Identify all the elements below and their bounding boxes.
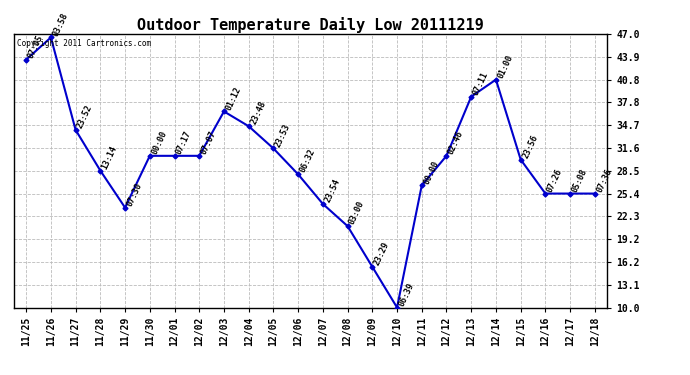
Text: 07:17: 07:17 xyxy=(175,129,193,156)
Text: 07:36: 07:36 xyxy=(595,167,613,194)
Text: 06:32: 06:32 xyxy=(298,148,317,174)
Text: 07:26: 07:26 xyxy=(545,167,564,194)
Text: 00:00: 00:00 xyxy=(150,129,168,156)
Text: 23:56: 23:56 xyxy=(521,133,540,159)
Title: Outdoor Temperature Daily Low 20111219: Outdoor Temperature Daily Low 20111219 xyxy=(137,16,484,33)
Text: 00:00: 00:00 xyxy=(422,159,440,185)
Text: 03:00: 03:00 xyxy=(348,200,366,226)
Text: 01:12: 01:12 xyxy=(224,85,243,111)
Text: 07:05: 07:05 xyxy=(26,33,45,60)
Text: 23:52: 23:52 xyxy=(76,104,95,130)
Text: 13:14: 13:14 xyxy=(100,144,119,171)
Text: 23:48: 23:48 xyxy=(248,100,268,126)
Text: 06:39: 06:39 xyxy=(397,281,416,308)
Text: 23:29: 23:29 xyxy=(373,240,391,267)
Text: 05:08: 05:08 xyxy=(570,167,589,194)
Text: 07:11: 07:11 xyxy=(471,70,490,97)
Text: 07:30: 07:30 xyxy=(125,181,144,208)
Text: 03:58: 03:58 xyxy=(51,11,70,38)
Text: 07:07: 07:07 xyxy=(199,129,218,156)
Text: 23:54: 23:54 xyxy=(323,177,342,204)
Text: 23:53: 23:53 xyxy=(273,122,292,148)
Text: 02:46: 02:46 xyxy=(446,129,465,156)
Text: Copyright 2011 Cartronics.com: Copyright 2011 Cartronics.com xyxy=(17,39,151,48)
Text: 01:00: 01:00 xyxy=(496,53,515,80)
